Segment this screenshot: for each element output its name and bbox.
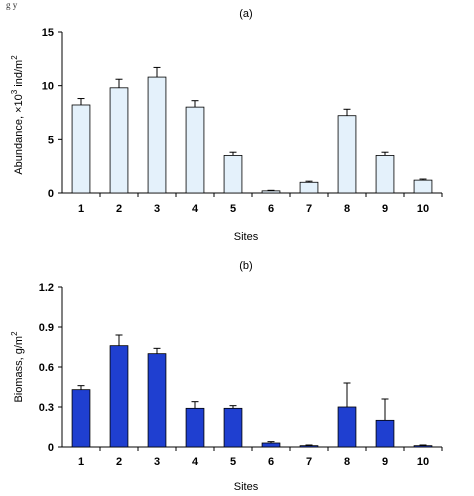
biomass-y-tick-label: 0.6 [39,362,54,374]
biomass-x-axis-title: Sites [234,481,259,493]
abundance-bar [147,76,167,194]
biomass-bar [223,407,243,448]
abundance-bar [223,155,243,194]
biomass-bar [413,445,433,448]
abundance-x-tick-label: 8 [344,203,350,215]
abundance-y-tick-label: 15 [42,27,54,39]
biomass-x-tick-label: 6 [268,456,274,468]
biomass-bar [147,353,167,448]
abundance-x-tick-label: 4 [192,203,199,215]
biomass-bar [185,407,205,448]
header-fragment: g y [6,0,18,10]
abundance-x-tick-label: 5 [230,203,236,215]
biomass-x-tick-label: 4 [192,456,199,468]
biomass-bar [109,345,129,448]
abundance-x-tick-label: 3 [154,203,160,215]
biomass-x-tick-label: 2 [116,456,122,468]
abundance-x-tick-label: 2 [116,203,122,215]
panel-b-label: (b) [239,260,252,272]
abundance-bar [299,181,319,194]
biomass-y-axis-title: Biomass, g/m2 [10,331,25,403]
biomass-x-tick-label: 9 [382,456,388,468]
biomass-y-tick-label: 1.2 [39,282,54,294]
abundance-bar [71,104,91,194]
biomass-y-tick-label: 0.3 [39,402,54,414]
abundance-y-tick-label: 5 [48,134,54,146]
abundance-bar [337,115,357,194]
biomass-bar [299,445,319,448]
abundance-x-axis-title: Sites [234,231,259,243]
biomass-x-tick-label: 7 [306,456,312,468]
biomass-bar [375,419,395,448]
abundance-y-axis-title: Abundance, ×103 ind/m2 [10,55,25,175]
biomass-x-tick-label: 8 [344,456,350,468]
abundance-x-tick-label: 7 [306,203,312,215]
biomass-x-tick-label: 10 [417,456,429,468]
abundance-y-tick-label: 10 [42,81,54,93]
abundance-bar [413,179,433,194]
abundance-y-tick-label: 0 [48,188,54,200]
abundance-chart: (a) Abundance, ×103 ind/m2 Sites 0510151… [10,8,443,243]
biomass-x-tick-label: 1 [78,456,84,468]
biomass-x-tick-label: 3 [154,456,160,468]
biomass-y-tick-label: 0.9 [39,322,54,334]
biomass-chart: (b) Biomass, g/m2 Sites 0 0.3 0.6 0.9 1.2 1 2 3… [10,260,443,493]
biomass-bar [337,406,357,448]
abundance-bar [261,190,281,194]
biomass-bar [71,389,91,448]
biomass-x-tick-label: 5 [230,456,236,468]
abundance-bar [375,155,395,194]
panel-a-label: (a) [239,8,252,20]
abundance-x-tick-label: 1 [78,203,84,215]
abundance-x-tick-label: 6 [268,203,274,215]
biomass-y-tick-label: 0 [48,442,54,454]
abundance-bar [185,106,205,194]
abundance-bar [109,87,129,194]
abundance-x-tick-label: 10 [417,203,429,215]
abundance-x-tick-label: 9 [382,203,388,215]
biomass-bar [261,442,281,448]
